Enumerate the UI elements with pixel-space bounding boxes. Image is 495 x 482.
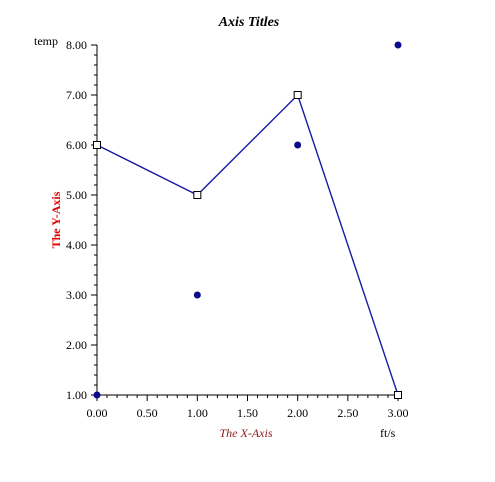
line-point-marker: [93, 141, 101, 149]
y-axis-title: The Y-Axis: [49, 191, 63, 248]
y-tick-label: 6.00: [66, 138, 87, 152]
axes: 1.00 2.00 3.00 4.00 5.00 6.00 7.00 8.00 0.00 0.50…: [66, 38, 409, 420]
y-tick-label: 1.00: [66, 388, 87, 402]
x-tick-label: 3.00: [388, 406, 409, 420]
line-point-marker: [193, 191, 202, 199]
y-tick-label: 2.00: [66, 338, 87, 352]
scatter-point: [294, 141, 302, 149]
x-tick-label: 0.00: [87, 406, 108, 420]
x-tick-label: 0.50: [137, 406, 158, 420]
scatter-point: [93, 391, 101, 399]
x-tick-label: 2.50: [337, 406, 358, 420]
y-tick-label: 3.00: [66, 288, 87, 302]
plot-area: [93, 41, 402, 399]
series-line: [96, 93, 399, 396]
x-unit-label: ft/s: [380, 426, 396, 440]
x-tick-label: 2.00: [287, 406, 308, 420]
x-axis-title: The X-Axis: [220, 426, 273, 440]
scatter-point: [193, 291, 201, 299]
line-point-marker: [394, 391, 402, 399]
y-tick-label: 4.00: [66, 238, 87, 252]
y-tick-label: 7.00: [66, 88, 87, 102]
y-unit-label: temp: [34, 34, 58, 48]
y-tick-label: 8.00: [66, 38, 87, 52]
line-point-marker: [293, 91, 302, 99]
scatter-point: [394, 41, 402, 49]
x-tick-label: 1.00: [187, 406, 208, 420]
y-tick-label: 5.00: [66, 188, 87, 202]
chart-title: Axis Titles: [218, 15, 280, 30]
x-tick-label: 1.50: [237, 406, 258, 420]
